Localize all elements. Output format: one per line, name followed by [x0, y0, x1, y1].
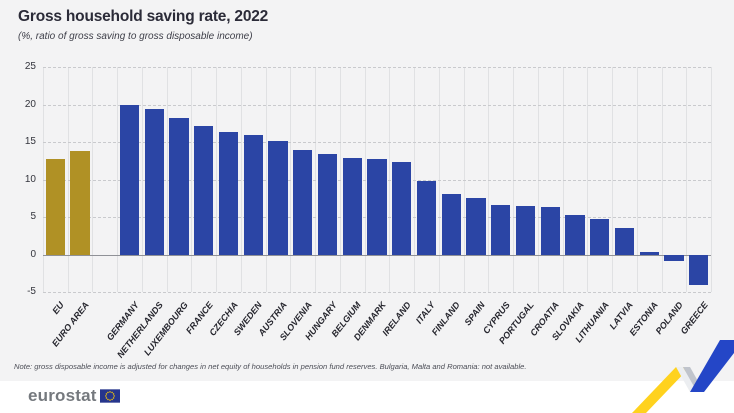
bar-slovenia	[293, 149, 313, 255]
plot-area	[43, 67, 712, 293]
bar-finland	[441, 193, 461, 255]
bar-luxembourg	[169, 118, 189, 255]
footnote: Note: gross disposable income is adjuste…	[14, 362, 527, 371]
y-gridline	[43, 67, 711, 68]
bar-germany	[119, 104, 140, 255]
bar-euro-area	[70, 151, 90, 255]
bar-latvia	[614, 228, 635, 255]
footer-bar: eurostat	[0, 381, 734, 413]
bar-france	[194, 126, 214, 255]
eurostat-logo: eurostat	[28, 387, 120, 404]
column-gridline	[711, 67, 712, 292]
y-axis-tick-label: 20	[24, 98, 36, 110]
bar-cyprus	[491, 205, 511, 255]
bar-czechia	[218, 131, 239, 255]
eu-flag-stars	[104, 390, 115, 401]
bar-greece	[688, 254, 709, 285]
bar-denmark	[367, 159, 387, 255]
bar-slovakia	[565, 214, 585, 255]
zero-axis-line	[43, 254, 711, 256]
bar-chart: 25 20 15 10 5 0 -5 EU EURO AREA GERMANY NETHERLAND…	[0, 61, 734, 360]
bar-lithuania	[590, 218, 610, 255]
eurostat-zigzag-ribbon-icon	[632, 340, 734, 413]
bar-belgium	[342, 157, 362, 255]
page-subtitle: (%, ratio of gross saving to gross dispo…	[18, 31, 253, 42]
bar-austria	[268, 140, 288, 255]
bar-spain	[466, 198, 486, 255]
bar-italy	[416, 181, 437, 255]
bar-poland	[664, 254, 684, 261]
y-axis-tick-label: 25	[24, 61, 36, 72]
y-axis-tick-label: 15	[24, 136, 36, 147]
bar-ireland	[392, 161, 412, 255]
bar-estonia	[639, 252, 659, 255]
y-axis-tick-label: 10	[24, 173, 36, 185]
y-gridline	[43, 104, 711, 106]
eurostat-wordmark: eurostat	[28, 386, 97, 405]
bar-netherlands	[144, 109, 164, 255]
bar-portugal	[515, 205, 536, 255]
bar-sweden	[243, 134, 263, 255]
page-title: Gross household saving rate, 2022	[18, 8, 269, 25]
bar-croatia	[540, 206, 560, 255]
bar-eu	[45, 158, 66, 255]
y-axis-tick-label: 5	[30, 211, 36, 222]
y-axis-tick-label: -5	[27, 286, 36, 297]
y-axis-tick-label: 0	[30, 248, 36, 260]
bar-hungary	[317, 154, 338, 255]
eu-flag-icon	[99, 388, 120, 403]
chart-header: Gross household saving rate, 2022 (%, ra…	[18, 8, 268, 42]
y-gridline	[43, 292, 711, 293]
y-gridline	[43, 142, 711, 143]
